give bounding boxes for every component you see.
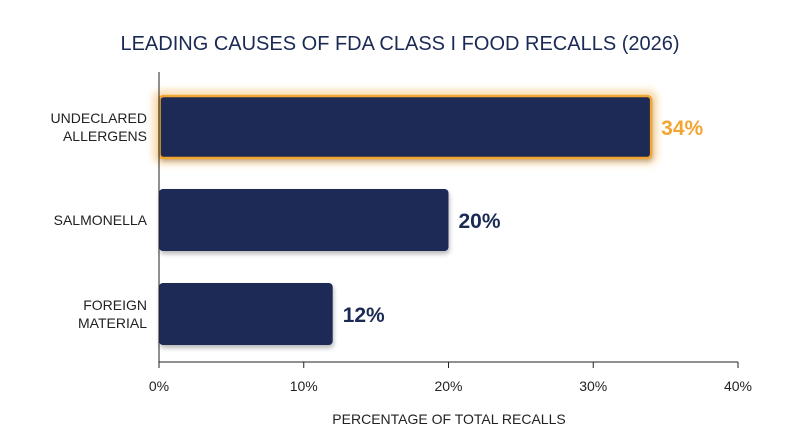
category-label: SALMONELLA xyxy=(54,212,148,228)
bar-value-label: 12% xyxy=(343,304,385,327)
x-axis: 0% 10% 20% 30% 40% xyxy=(149,72,752,394)
x-tick-label: 10% xyxy=(290,378,318,394)
category-label: FOREIGN MATERIAL xyxy=(78,297,147,331)
bar xyxy=(159,96,652,158)
chart-title: LEADING CAUSES OF FDA CLASS I FOOD RECAL… xyxy=(120,33,679,55)
x-tick-label: 0% xyxy=(149,378,169,394)
bar xyxy=(159,189,449,251)
x-tick-label: 20% xyxy=(434,378,462,394)
x-axis-label: PERCENTAGE OF TOTAL RECALLS xyxy=(332,411,565,427)
bar-highlight-glow xyxy=(154,91,657,163)
x-tick-label: 40% xyxy=(724,378,752,394)
bar-value-label: 20% xyxy=(459,210,501,233)
bars-layer: 34% UNDECLARED ALLERGENS 20% SALMONELLA 12% FO… xyxy=(51,91,704,345)
bar-value-label: 34% xyxy=(661,117,703,140)
bar xyxy=(159,283,333,345)
category-label: UNDECLARED ALLERGENS xyxy=(51,110,147,144)
x-tick-label: 30% xyxy=(579,378,607,394)
